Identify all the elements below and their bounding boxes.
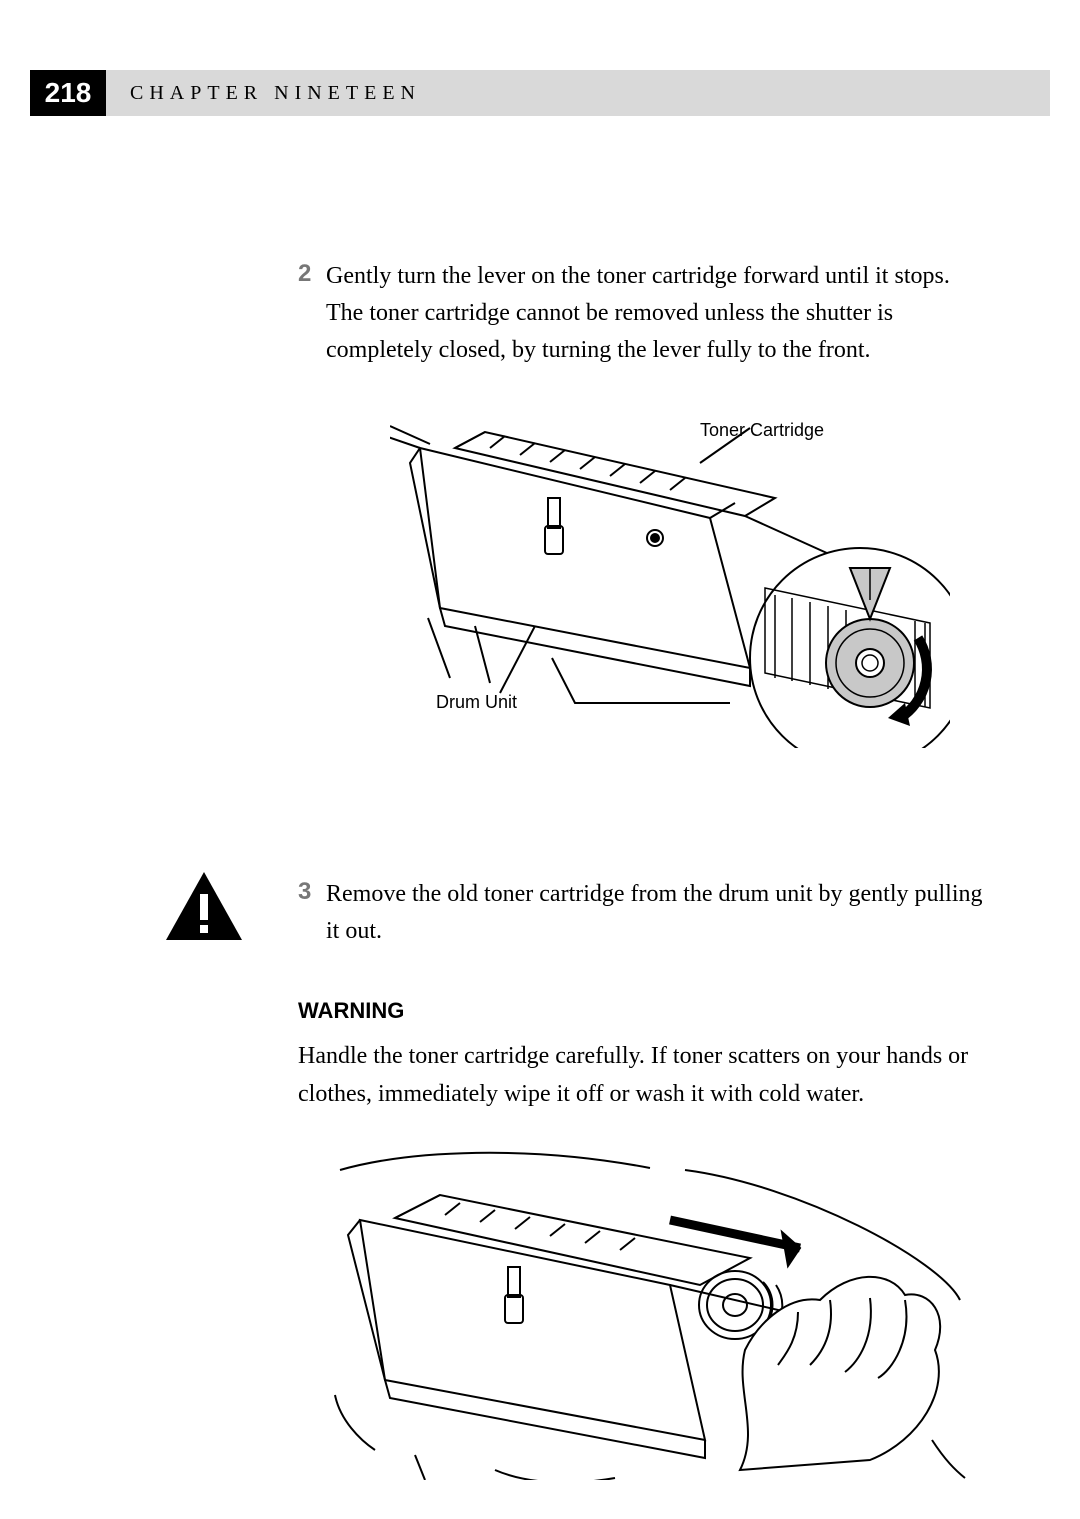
page-number: 218 xyxy=(30,70,106,116)
step-number: 2 xyxy=(298,258,326,289)
warning-icon xyxy=(164,870,244,942)
figure-label-drum: Drum Unit xyxy=(436,692,517,713)
main-content: 2 Gently turn the lever on the toner car… xyxy=(298,258,990,410)
step-text: Gently turn the lever on the toner cartr… xyxy=(326,258,990,370)
chapter-title: CHAPTER NINETEEN xyxy=(130,82,421,105)
step-3: 3 Remove the old toner cartridge from th… xyxy=(298,876,990,950)
step-2: 2 Gently turn the lever on the toner car… xyxy=(298,258,990,370)
page-header: 218 CHAPTER NINETEEN xyxy=(30,70,1050,116)
warning-heading: WARNING xyxy=(298,998,990,1024)
step-3-block: 3 Remove the old toner cartridge from th… xyxy=(298,876,990,1113)
step-number: 3 xyxy=(298,876,326,907)
step-text: Remove the old toner cartridge from the … xyxy=(326,876,990,950)
figure-remove-cartridge xyxy=(330,1140,970,1480)
warning-text: Handle the toner cartridge carefully. If… xyxy=(298,1038,990,1112)
